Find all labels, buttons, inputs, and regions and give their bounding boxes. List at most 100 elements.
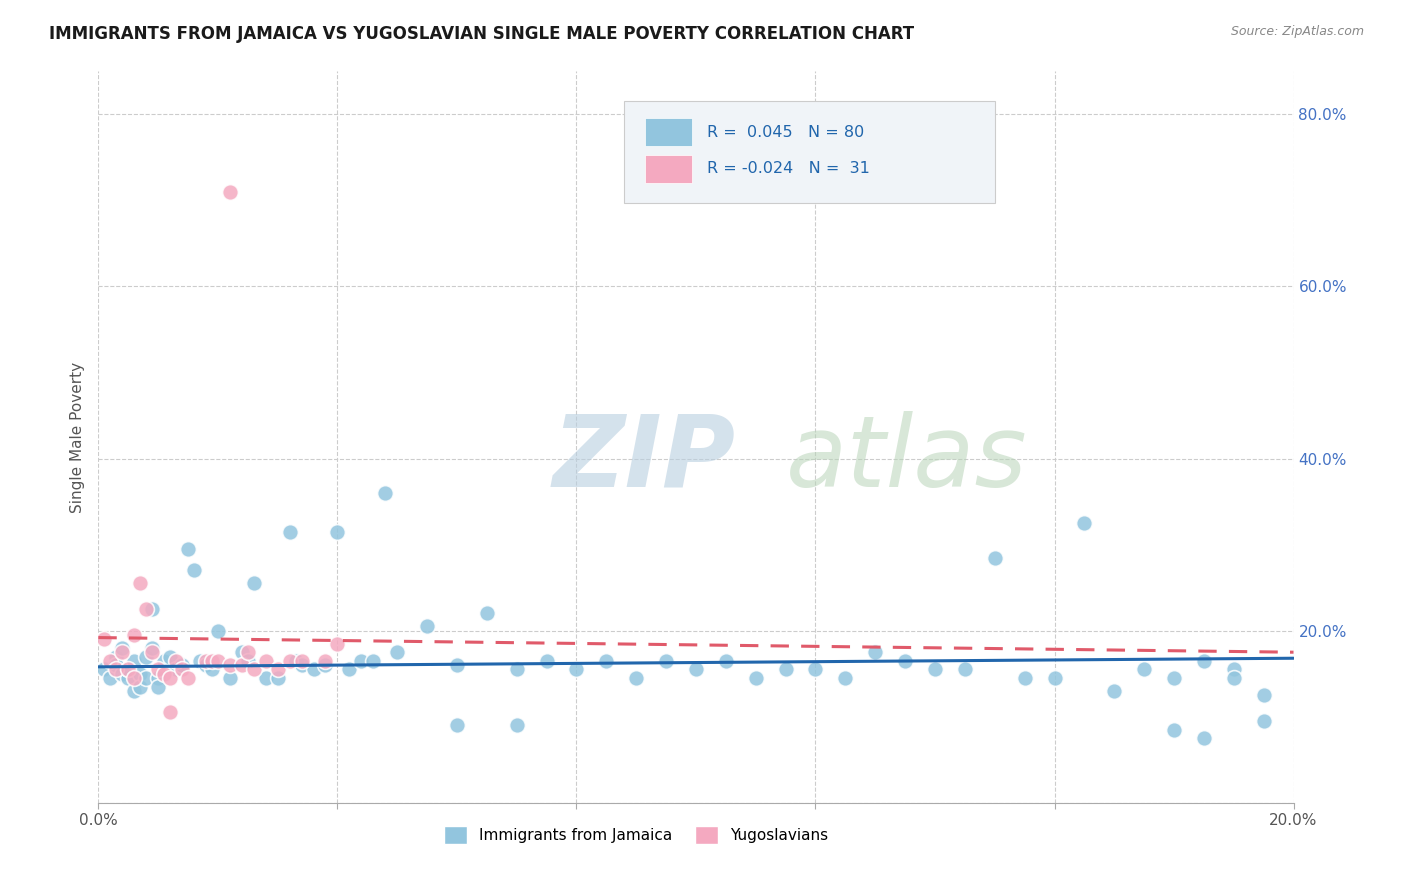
Point: [984, 550, 1007, 565]
Point: [165, 662, 187, 676]
Point: [267, 671, 290, 685]
Point: [1043, 671, 1066, 685]
Point: [1192, 654, 1215, 668]
Point: [195, 658, 218, 673]
Point: [219, 658, 242, 673]
Point: [1163, 723, 1185, 737]
Point: [141, 640, 163, 655]
Point: [315, 654, 337, 668]
Point: [129, 576, 152, 591]
Point: [117, 671, 139, 685]
Point: [172, 658, 194, 673]
Point: [111, 640, 134, 655]
Point: [536, 654, 558, 668]
Point: [374, 486, 396, 500]
Point: [243, 576, 266, 591]
Point: [172, 662, 194, 676]
Point: [775, 662, 797, 676]
Point: [159, 706, 181, 720]
Text: IMMIGRANTS FROM JAMAICA VS YUGOSLAVIAN SINGLE MALE POVERTY CORRELATION CHART: IMMIGRANTS FROM JAMAICA VS YUGOSLAVIAN S…: [49, 25, 914, 43]
Point: [231, 658, 253, 673]
Point: [135, 649, 157, 664]
Point: [416, 619, 439, 633]
Point: [165, 654, 187, 668]
Point: [159, 671, 181, 685]
Point: [804, 662, 827, 676]
Point: [506, 718, 529, 732]
Point: [475, 607, 498, 621]
Point: [177, 671, 200, 685]
Point: [1073, 516, 1095, 530]
Point: [278, 524, 301, 539]
Point: [105, 662, 128, 676]
Text: atlas: atlas: [786, 410, 1028, 508]
Point: [98, 654, 122, 668]
Point: [236, 645, 259, 659]
Point: [1133, 662, 1156, 676]
Point: [385, 645, 409, 659]
Point: [565, 662, 588, 676]
Point: [1014, 671, 1036, 685]
Point: [195, 654, 218, 668]
Point: [254, 654, 277, 668]
Point: [141, 645, 163, 659]
Point: [1104, 684, 1126, 698]
Point: [243, 662, 266, 676]
Point: [350, 654, 373, 668]
Point: [111, 645, 134, 659]
Point: [135, 602, 157, 616]
Point: [183, 564, 205, 578]
FancyBboxPatch shape: [644, 154, 692, 183]
Point: [326, 524, 349, 539]
Point: [1223, 662, 1246, 676]
Point: [98, 671, 122, 685]
Point: [595, 654, 617, 668]
Point: [207, 624, 229, 638]
Point: [626, 671, 648, 685]
Point: [111, 666, 134, 681]
Point: [148, 680, 170, 694]
Point: [1253, 688, 1275, 702]
Text: R =  0.045   N = 80: R = 0.045 N = 80: [707, 125, 863, 139]
Point: [201, 654, 224, 668]
Text: Source: ZipAtlas.com: Source: ZipAtlas.com: [1230, 25, 1364, 38]
Point: [291, 658, 314, 673]
Point: [117, 662, 139, 676]
Point: [153, 654, 176, 668]
Point: [105, 649, 128, 664]
Legend: Immigrants from Jamaica, Yugoslavians: Immigrants from Jamaica, Yugoslavians: [437, 820, 835, 850]
Point: [124, 654, 146, 668]
Point: [148, 671, 170, 685]
Point: [141, 602, 163, 616]
Point: [124, 628, 146, 642]
Point: [834, 671, 856, 685]
Point: [1163, 671, 1185, 685]
Point: [278, 654, 301, 668]
Point: [207, 654, 229, 668]
Point: [231, 645, 253, 659]
Point: [159, 649, 181, 664]
Point: [1223, 671, 1246, 685]
Point: [315, 658, 337, 673]
Y-axis label: Single Male Poverty: Single Male Poverty: [69, 361, 84, 513]
Point: [124, 684, 146, 698]
Point: [135, 671, 157, 685]
FancyBboxPatch shape: [644, 118, 692, 146]
Point: [655, 654, 678, 668]
Point: [236, 654, 259, 668]
Point: [267, 662, 290, 676]
Point: [865, 645, 887, 659]
Point: [284, 654, 307, 668]
Point: [446, 718, 468, 732]
Point: [894, 654, 917, 668]
Point: [177, 541, 200, 556]
Point: [129, 666, 152, 681]
Text: R = -0.024   N =  31: R = -0.024 N = 31: [707, 161, 869, 176]
Point: [924, 662, 946, 676]
Point: [1253, 714, 1275, 728]
Point: [685, 662, 707, 676]
Point: [326, 637, 349, 651]
Point: [302, 662, 325, 676]
Point: [363, 654, 385, 668]
Point: [117, 662, 139, 676]
